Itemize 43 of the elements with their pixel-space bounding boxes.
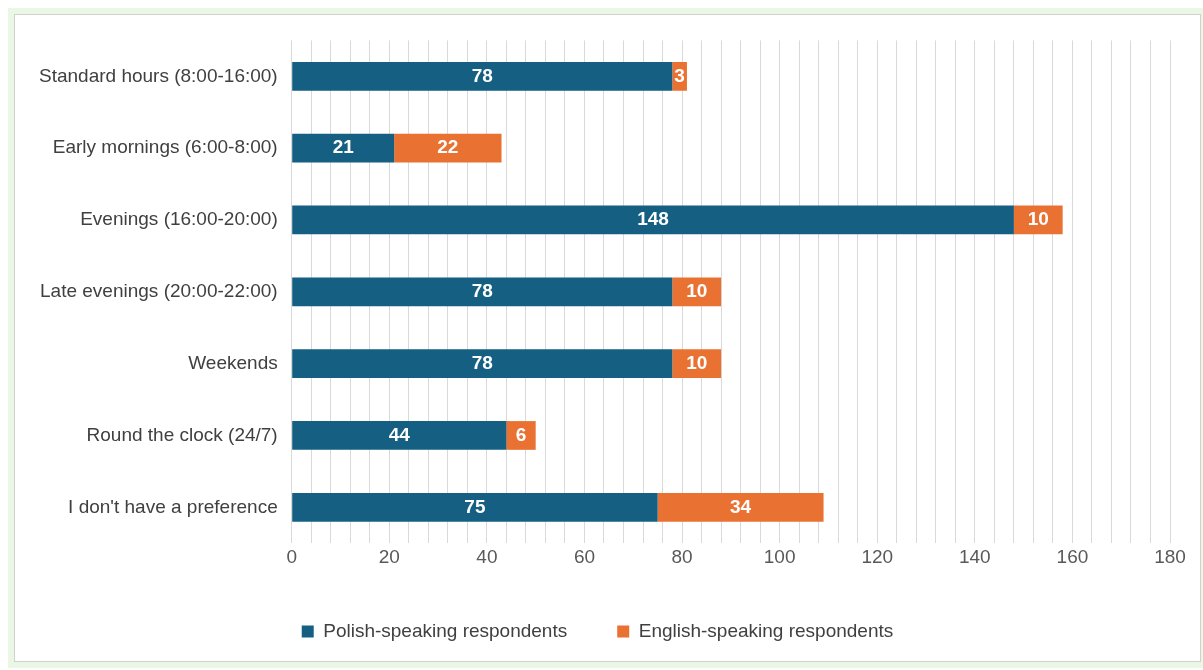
- data-label: 34: [730, 495, 752, 517]
- data-label: 10: [686, 351, 708, 373]
- x-tick-label: 140: [958, 545, 991, 567]
- y-tick-label: Late evenings (20:00-22:00): [40, 280, 278, 302]
- y-tick-label: Evenings (16:00-20:00): [80, 208, 278, 230]
- x-tick-label: 100: [763, 545, 796, 567]
- x-tick-label: 40: [476, 545, 498, 567]
- x-tick-label: 0: [286, 545, 297, 567]
- x-tick-label: 180: [1154, 545, 1186, 567]
- data-label: 148: [637, 208, 669, 230]
- data-label: 78: [471, 64, 493, 86]
- data-label: 21: [332, 136, 355, 158]
- y-tick-label: Round the clock (24/7): [86, 423, 278, 445]
- bar: [394, 133, 502, 163]
- bar: [292, 205, 1014, 235]
- bar: [292, 421, 507, 450]
- y-tick-label: Early mornings (6:00-8:00): [52, 136, 278, 158]
- x-tick-label: 20: [378, 545, 400, 567]
- data-label: 22: [437, 136, 459, 158]
- y-tick-label: I don't have a preference: [68, 495, 278, 517]
- data-label: 10: [686, 280, 708, 302]
- x-tick-label: 160: [1056, 545, 1089, 567]
- data-label: 75: [464, 495, 486, 517]
- x-tick-label: 80: [671, 545, 693, 567]
- data-label: 3: [674, 64, 685, 86]
- bar: [506, 421, 536, 450]
- bar: [292, 61, 673, 91]
- data-label: 6: [515, 423, 527, 445]
- legend-label: Polish-speaking respondents: [323, 619, 568, 641]
- bar: [292, 492, 658, 522]
- bar: [292, 277, 673, 307]
- y-tick-label: Weekends: [188, 351, 278, 373]
- data-label: 78: [471, 280, 493, 302]
- bar: [657, 492, 824, 522]
- data-label: 10: [1027, 208, 1049, 230]
- data-label: 78: [471, 351, 493, 373]
- y-tick-label: Standard hours (8:00-16:00): [38, 64, 278, 86]
- x-tick-label: 120: [861, 545, 894, 567]
- bar: [292, 133, 395, 163]
- bar: [292, 349, 673, 378]
- data-label: 44: [388, 423, 411, 445]
- legend-label: English-speaking respondents: [638, 619, 894, 641]
- x-tick-label: 60: [573, 545, 596, 567]
